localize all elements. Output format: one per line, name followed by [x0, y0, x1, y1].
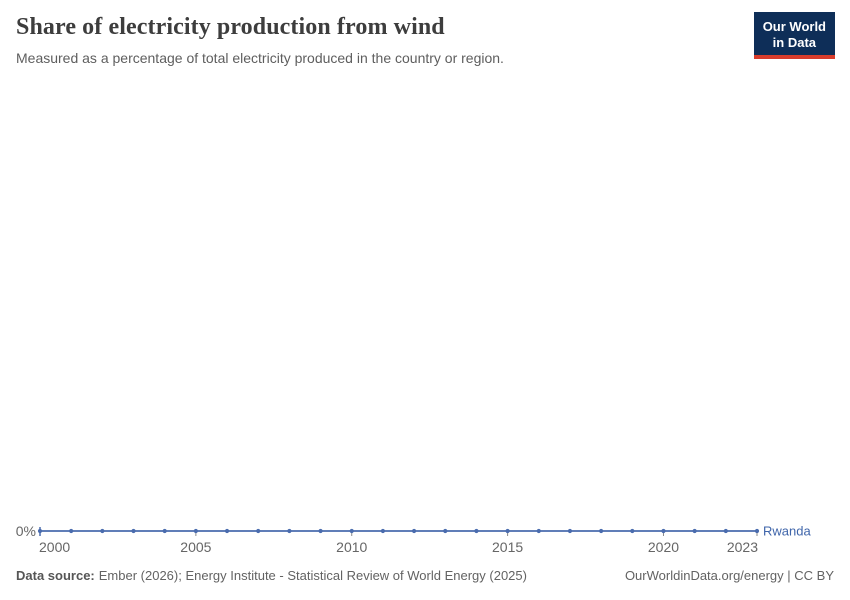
data-point-marker — [443, 528, 448, 534]
x-axis-tick-label: 2000 — [39, 539, 70, 555]
data-point-marker — [536, 528, 541, 534]
data-point-marker — [162, 528, 167, 534]
data-point-marker — [193, 528, 198, 534]
data-point-marker — [630, 528, 635, 534]
data-point-marker — [754, 528, 760, 534]
x-axis-tick-label: 2020 — [648, 539, 679, 555]
chart-subtitle: Measured as a percentage of total electr… — [16, 50, 504, 66]
entity-label[interactable]: Rwanda — [763, 524, 811, 539]
data-point-marker — [287, 528, 292, 534]
data-source-label: Data source: — [16, 568, 95, 583]
owid-logo[interactable]: Our World in Data — [753, 12, 835, 60]
owid-url-license-link[interactable]: OurWorldinData.org/energy | CC BY — [624, 568, 834, 583]
data-point-marker — [131, 528, 136, 534]
data-point-marker — [37, 528, 43, 534]
y-axis-tick-label: 0% — [16, 523, 36, 539]
chart-svg: 2000 2005 2010 2015 2020 2023 0% Rwanda — [16, 523, 812, 555]
x-axis-tick-label: 2015 — [492, 539, 523, 555]
data-point-marker — [567, 528, 573, 534]
data-point-marker — [723, 528, 728, 534]
data-point-marker — [224, 528, 230, 534]
chart-title: Share of electricity production from win… — [16, 14, 445, 40]
data-point-marker — [692, 528, 697, 534]
data-point-marker — [69, 528, 74, 534]
data-point-marker — [380, 528, 386, 534]
data-point-marker — [474, 528, 479, 534]
data-source-text: Ember (2026); Energy Institute - Statist… — [98, 568, 527, 583]
x-axis-tick-label: 2005 — [180, 539, 211, 555]
data-point-marker — [505, 528, 510, 534]
data-point-marker — [349, 528, 354, 534]
data-point-marker — [411, 528, 417, 534]
chart-footer: Data source: Ember (2026); Energy Institu… — [16, 568, 834, 583]
data-point-marker — [599, 528, 604, 534]
chart-area[interactable]: 2000 2005 2010 2015 2020 2023 0% Rwanda — [0, 80, 850, 560]
x-axis-tick-label: 2010 — [336, 539, 367, 555]
data-point-marker — [256, 528, 261, 534]
data-source-note: Data source: Ember (2026); Energy Institu… — [16, 568, 527, 583]
chart-header: Share of electricity production from win… — [16, 14, 740, 66]
x-axis-tick-label: 2023 — [727, 539, 758, 555]
data-point-marker — [661, 528, 666, 534]
data-point-marker — [100, 528, 105, 534]
owid-logo-line2: in Data — [772, 34, 817, 50]
data-point-marker — [318, 528, 323, 534]
owid-logo-line1: Our World — [762, 19, 826, 34]
